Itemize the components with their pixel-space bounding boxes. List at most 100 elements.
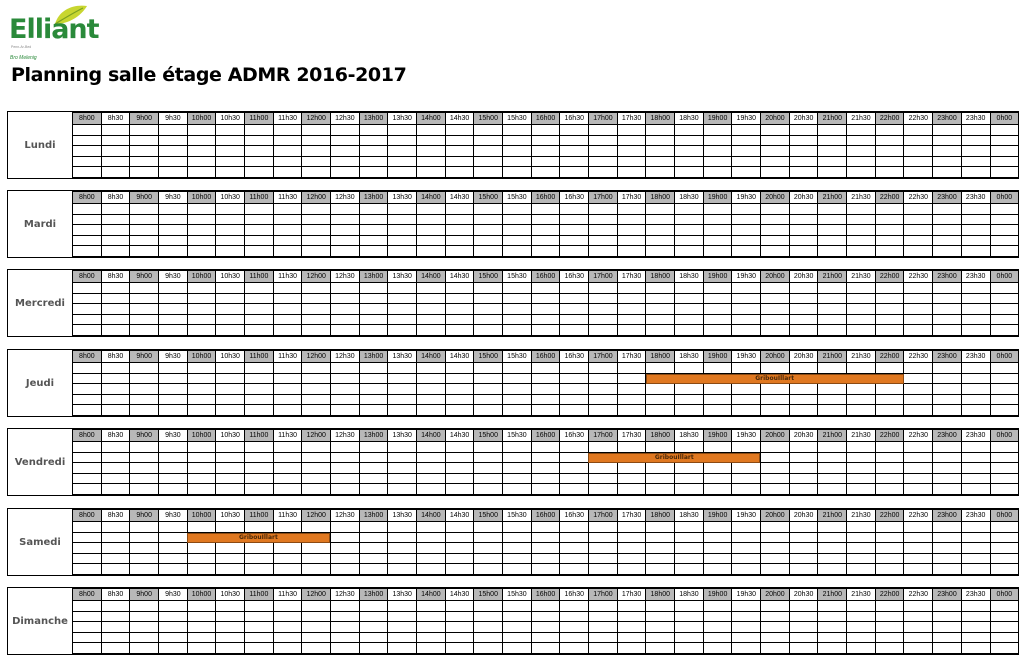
schedule-cell[interactable] [245,373,274,385]
schedule-cell[interactable] [732,405,762,416]
schedule-cell[interactable] [818,363,848,374]
schedule-cell[interactable] [904,611,934,623]
schedule-cell[interactable] [417,167,446,178]
schedule-cell[interactable] [187,611,217,623]
schedule-cell[interactable] [761,246,790,257]
schedule-cell[interactable] [331,442,360,453]
schedule-cell[interactable] [101,135,131,147]
schedule-cell[interactable] [73,325,102,336]
schedule-cell[interactable] [789,442,819,453]
schedule-cell[interactable] [273,314,303,326]
schedule-cell[interactable] [159,632,188,644]
schedule-cell[interactable] [933,632,962,644]
schedule-cell[interactable] [73,235,102,247]
schedule-cell[interactable] [560,394,590,406]
schedule-cell[interactable] [359,463,389,474]
schedule-cell[interactable] [875,373,905,385]
schedule-cell[interactable] [359,325,389,336]
schedule-cell[interactable] [73,484,102,495]
schedule-cell[interactable] [589,373,618,385]
schedule-cell[interactable] [245,564,274,575]
schedule-cell[interactable] [216,405,246,416]
schedule-cell[interactable] [617,463,647,474]
schedule-cell[interactable] [732,532,762,544]
schedule-cell[interactable] [417,235,446,247]
schedule-cell[interactable] [245,452,274,464]
schedule-cell[interactable] [646,283,676,294]
schedule-cell[interactable] [388,473,418,485]
schedule-cell[interactable] [130,522,160,533]
booking-bar[interactable]: GribouIllart [645,373,904,384]
schedule-cell[interactable] [445,543,475,554]
schedule-cell[interactable] [560,601,590,612]
schedule-cell[interactable] [187,632,217,644]
schedule-cell[interactable] [732,394,762,406]
schedule-cell[interactable] [789,235,819,247]
schedule-cell[interactable] [159,543,188,554]
schedule-cell[interactable] [961,632,991,644]
schedule-cell[interactable] [961,384,991,395]
schedule-cell[interactable] [101,643,131,654]
schedule-cell[interactable] [302,373,332,385]
schedule-cell[interactable] [331,214,360,226]
schedule-cell[interactable] [216,146,246,157]
schedule-cell[interactable] [273,283,303,294]
schedule-cell[interactable] [101,125,131,136]
schedule-cell[interactable] [359,135,389,147]
schedule-cell[interactable] [560,384,590,395]
schedule-cell[interactable] [302,314,332,326]
schedule-cell[interactable] [933,473,962,485]
schedule-cell[interactable] [187,235,217,247]
schedule-cell[interactable] [273,543,303,554]
schedule-cell[interactable] [388,532,418,544]
schedule-cell[interactable] [445,611,475,623]
schedule-cell[interactable] [101,484,131,495]
schedule-cell[interactable] [703,146,733,157]
schedule-cell[interactable] [761,632,790,644]
schedule-cell[interactable] [589,363,618,374]
schedule-cell[interactable] [847,314,876,326]
schedule-cell[interactable] [474,235,504,247]
schedule-cell[interactable] [761,564,790,575]
schedule-cell[interactable] [617,304,647,315]
schedule-cell[interactable] [445,304,475,315]
schedule-cell[interactable] [703,167,733,178]
schedule-cell[interactable] [875,632,905,644]
schedule-cell[interactable] [560,363,590,374]
schedule-cell[interactable] [531,246,561,257]
schedule-cell[interactable] [388,235,418,247]
schedule-cell[interactable] [359,452,389,464]
schedule-cell[interactable] [961,564,991,575]
schedule-cell[interactable] [302,363,332,374]
schedule-cell[interactable] [445,373,475,385]
schedule-cell[interactable] [732,283,762,294]
schedule-cell[interactable] [302,146,332,157]
schedule-cell[interactable] [331,622,360,633]
schedule-cell[interactable] [933,146,962,157]
schedule-cell[interactable] [388,214,418,226]
schedule-cell[interactable] [417,246,446,257]
schedule-cell[interactable] [73,246,102,257]
schedule-cell[interactable] [187,601,217,612]
schedule-cell[interactable] [359,473,389,485]
schedule-cell[interactable] [531,622,561,633]
schedule-cell[interactable] [646,314,676,326]
schedule-cell[interactable] [417,632,446,644]
schedule-cell[interactable] [359,125,389,136]
schedule-cell[interactable] [560,167,590,178]
schedule-cell[interactable] [761,405,790,416]
schedule-cell[interactable] [331,135,360,147]
schedule-cell[interactable] [589,405,618,416]
schedule-cell[interactable] [675,611,704,623]
schedule-cell[interactable] [732,204,762,215]
schedule-cell[interactable] [474,643,504,654]
schedule-cell[interactable] [302,283,332,294]
schedule-cell[interactable] [904,394,934,406]
schedule-cell[interactable] [675,146,704,157]
schedule-cell[interactable] [503,543,532,554]
schedule-cell[interactable] [159,146,188,157]
schedule-cell[interactable] [159,564,188,575]
schedule-cell[interactable] [617,325,647,336]
schedule-cell[interactable] [101,384,131,395]
schedule-cell[interactable] [675,246,704,257]
